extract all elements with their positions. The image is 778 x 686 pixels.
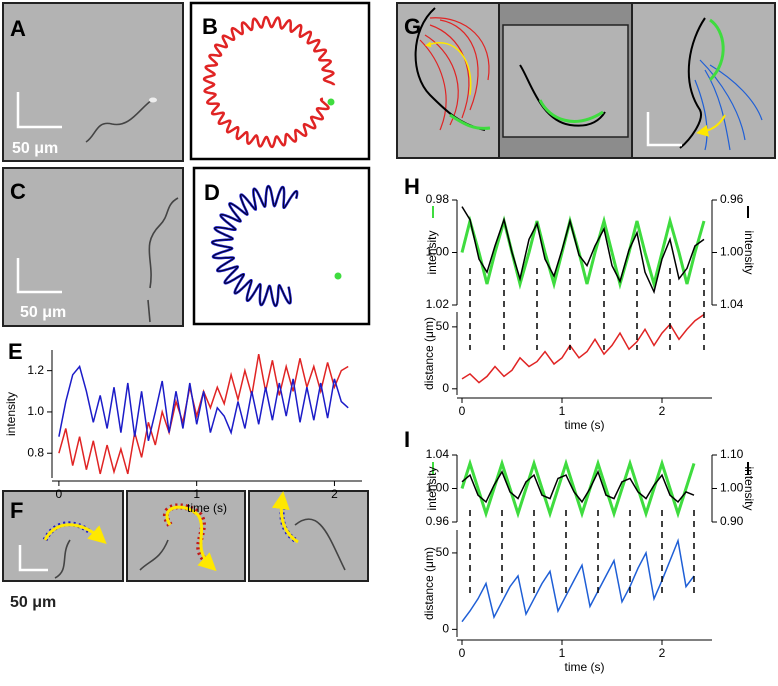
trace-box	[192, 166, 371, 326]
trace	[519, 64, 606, 127]
panel-label: F	[10, 498, 23, 523]
series-line	[461, 313, 705, 384]
y2-axis-label: intensity	[742, 466, 756, 510]
y-tick-label: 1.02	[426, 297, 450, 311]
y-tick-label: 1.00	[426, 245, 450, 259]
x-tick-label: 0	[459, 404, 466, 418]
series-line	[460, 458, 696, 519]
y-tick-label: 0.96	[426, 514, 450, 528]
trace	[449, 113, 491, 130]
scale-bar	[646, 112, 682, 147]
trace	[679, 17, 706, 149]
scale-bar	[16, 92, 62, 129]
scale-bar	[16, 258, 62, 294]
y2-tick-label: 1.04	[720, 297, 744, 311]
panel-label: B	[202, 14, 218, 39]
y2-tick-label: 1.10	[720, 447, 744, 461]
trace	[708, 18, 725, 82]
y-axis-label: intensity	[425, 230, 439, 274]
panel-label: I	[404, 427, 410, 452]
series-line	[461, 537, 695, 623]
arrow	[427, 42, 472, 96]
x-tick-label: 0	[459, 646, 466, 660]
micrograph	[502, 24, 629, 138]
series-line	[460, 215, 706, 290]
y2-tick-label: 1.00	[720, 245, 744, 259]
y-axis-label: distance (μm)	[422, 317, 436, 390]
start-dot	[327, 98, 335, 106]
cell	[147, 299, 151, 323]
panel-label: C	[10, 179, 26, 204]
y-tick-label: 1.00	[426, 481, 450, 495]
y-tick-label: 50	[436, 319, 450, 333]
arrow	[165, 505, 217, 572]
series-line	[461, 469, 695, 504]
panel-label: E	[8, 339, 23, 364]
panel-label: A	[10, 16, 26, 41]
scale-label: 50 μm	[10, 594, 56, 611]
y-axis-label: intensity	[425, 466, 439, 510]
y2-axis-label: intensity	[742, 230, 756, 274]
trace	[211, 185, 298, 307]
y-tick-label: 1.2	[27, 363, 44, 377]
micrograph	[248, 490, 369, 582]
cell	[54, 539, 71, 579]
arrow	[43, 523, 107, 545]
series-line	[58, 353, 349, 475]
y-axis-label: intensity	[4, 392, 18, 436]
y-tick-label: 0.98	[426, 192, 450, 206]
y2-tick-label: 0.90	[720, 514, 744, 528]
x-axis-label: time (s)	[565, 660, 605, 674]
series-line	[58, 364, 349, 441]
x-tick-label: 2	[659, 646, 666, 660]
micrograph	[631, 2, 776, 159]
series-line	[461, 206, 705, 295]
panel-label: D	[204, 180, 220, 205]
y2-tick-label: 1.00	[720, 481, 744, 495]
y-axis-label: distance (μm)	[422, 547, 436, 620]
trace-box	[189, 1, 371, 161]
start-dot	[334, 272, 342, 280]
y-tick-label: 0	[442, 622, 449, 636]
panel-label: G	[404, 14, 421, 39]
cell	[85, 99, 153, 143]
y-tick-label: 50	[436, 545, 450, 559]
y2-tick-label: 0.96	[720, 192, 744, 206]
y-tick-label: 0.8	[27, 445, 44, 459]
trace	[538, 99, 604, 123]
y-tick-label: 0	[442, 381, 449, 395]
y-tick-label: 1.04	[426, 447, 450, 461]
micrograph	[2, 167, 184, 327]
arrow	[271, 491, 299, 544]
scale-label: 50 μm	[20, 304, 66, 321]
x-tick-label: 2	[331, 487, 338, 501]
trace	[202, 15, 336, 149]
x-axis-label: time (s)	[565, 418, 605, 432]
cell	[139, 539, 169, 571]
x-axis-label: time (s)	[187, 501, 227, 515]
cell	[148, 197, 179, 289]
cell-head	[149, 97, 157, 103]
x-tick-label: 1	[193, 487, 200, 501]
y-tick-label: 1.0	[27, 404, 44, 418]
micrograph	[2, 2, 184, 162]
scale-label: 50 μm	[12, 140, 58, 157]
micrograph	[126, 490, 246, 582]
x-tick-label: 2	[659, 404, 666, 418]
trace	[163, 503, 208, 563]
x-tick-label: 1	[559, 404, 566, 418]
x-tick-label: 1	[559, 646, 566, 660]
panel-label: H	[404, 174, 420, 199]
x-tick-label: 0	[56, 487, 63, 501]
micrograph	[396, 2, 500, 159]
cell	[294, 518, 346, 571]
arrow	[696, 114, 726, 137]
scale-bar	[18, 545, 48, 572]
